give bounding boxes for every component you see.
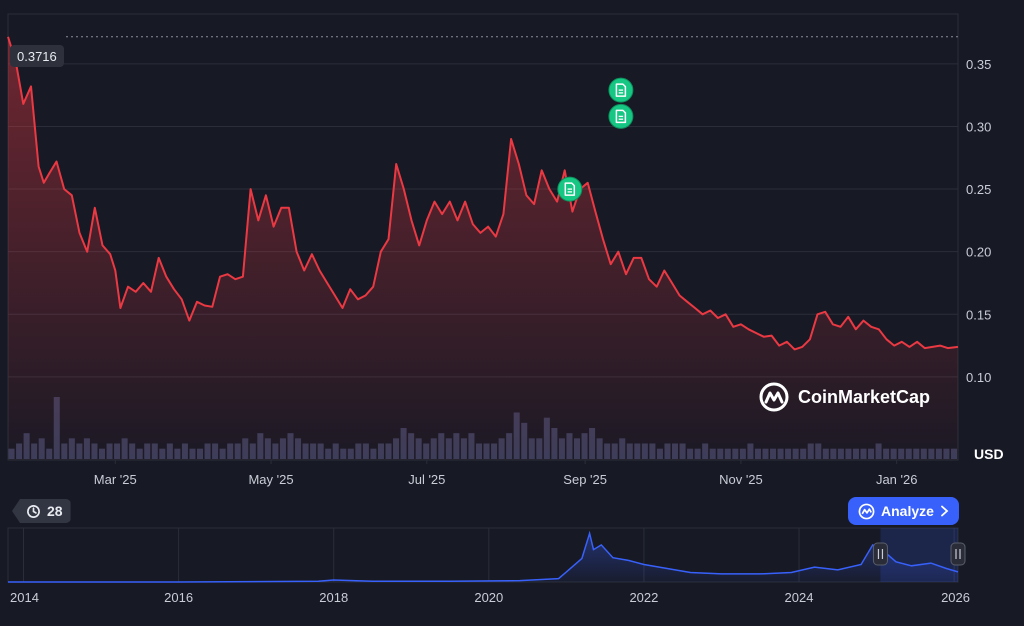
- x-tick-label: Mar '25: [94, 472, 137, 487]
- navigator-tick-label: 2018: [319, 590, 348, 605]
- y-tick-label: 0.10: [966, 370, 991, 385]
- history-badge[interactable]: 28: [12, 499, 71, 523]
- history-icon: [27, 504, 40, 518]
- y-tick-label: 0.15: [966, 307, 991, 322]
- document-icon: [615, 83, 627, 97]
- history-count: 28: [47, 503, 63, 519]
- y-tick-label: 0.35: [966, 57, 991, 72]
- navigator-tick-label: 2022: [629, 590, 658, 605]
- x-tick-label: Sep '25: [563, 472, 607, 487]
- currency-label: USD: [974, 446, 1004, 462]
- analyze-label: Analyze: [881, 503, 934, 519]
- x-axis-ticks: Mar '25 May '25 Jul '25 Sep '25 Nov '25 Jan '…: [94, 460, 918, 487]
- current-price-label: 0.3716: [17, 48, 57, 64]
- document-icon: [564, 182, 576, 196]
- price-area: [8, 36, 958, 461]
- navigator[interactable]: 2014 2016 2018 2020 2022 2024 2026: [7, 527, 970, 605]
- x-tick-label: Jan '26: [876, 472, 918, 487]
- drag-handle-icon[interactable]: [872, 542, 888, 566]
- event-markers[interactable]: [557, 77, 634, 202]
- x-tick-label: Jul '25: [408, 472, 445, 487]
- price-line-group: [7, 36, 959, 351]
- navigator-tick-label: 2020: [474, 590, 503, 605]
- navigator-area: [8, 533, 958, 582]
- navigator-selection[interactable]: [880, 528, 958, 582]
- x-tick-label: May '25: [248, 472, 293, 487]
- current-price-badge: 0.3716: [10, 45, 64, 67]
- navigator-tick-label: 2024: [785, 590, 814, 605]
- news-event-marker[interactable]: [557, 176, 583, 202]
- news-event-marker[interactable]: [608, 77, 634, 103]
- y-tick-label: 0.20: [966, 245, 991, 260]
- news-event-marker[interactable]: [608, 103, 634, 129]
- y-tick-label: 0.25: [966, 182, 991, 197]
- document-icon: [615, 109, 627, 124]
- chevron-right-icon: [941, 505, 949, 517]
- coinmarketcap-logo-icon: [759, 382, 789, 412]
- y-axis-ticks: 0.10 0.15 0.20 0.25 0.30 0.35: [966, 57, 991, 385]
- analyze-icon: [858, 503, 875, 519]
- price-line[interactable]: [7, 36, 959, 351]
- y-tick-label: 0.30: [966, 119, 991, 134]
- navigator-tick-label: 2014: [10, 590, 39, 605]
- watermark-text: CoinMarketCap: [798, 386, 931, 407]
- x-tick-label: Nov '25: [719, 472, 763, 487]
- analyze-button[interactable]: Analyze: [848, 497, 959, 525]
- watermark: CoinMarketCap: [758, 381, 930, 413]
- navigator-tick-label: 2016: [164, 590, 193, 605]
- drag-handle-icon[interactable]: [950, 542, 966, 566]
- navigator-tick-label: 2026: [941, 590, 970, 605]
- price-area-fill: [8, 36, 958, 461]
